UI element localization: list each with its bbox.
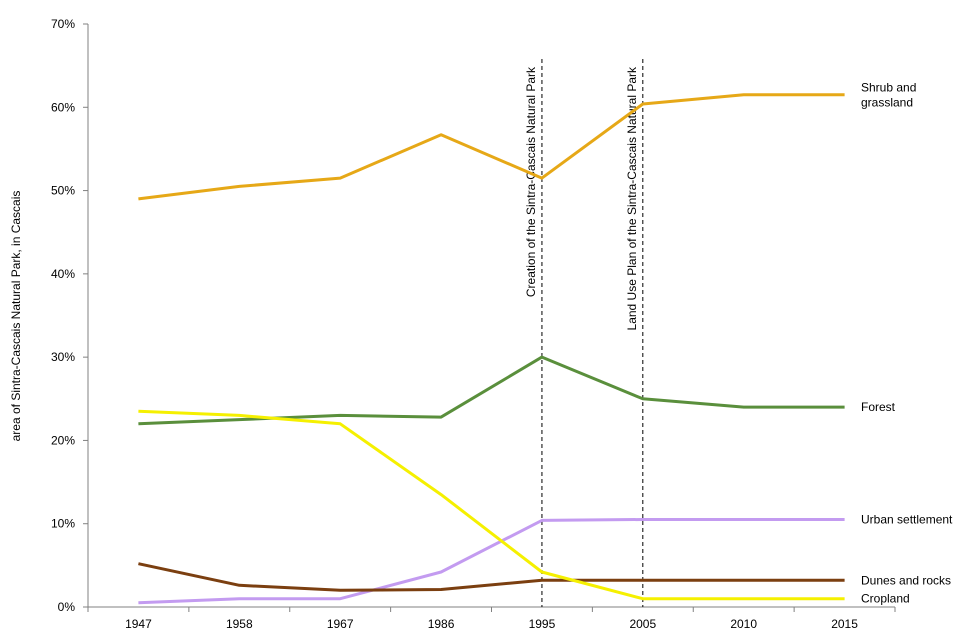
- series-line: [138, 409, 845, 601]
- y-tick-label: 20%: [51, 433, 75, 447]
- series-line: [138, 355, 845, 426]
- y-tick-label: 60%: [51, 100, 75, 114]
- annotation-label: Land Use Plan of the Sintra-Cascais Natu…: [625, 66, 639, 330]
- x-tick-label: 1967: [327, 617, 354, 631]
- x-tick-label: 1947: [125, 617, 152, 631]
- series-label: Shrub and grassland: [861, 80, 916, 109]
- y-tick-label: 50%: [51, 184, 75, 198]
- series-line: [138, 518, 845, 605]
- tick-labels: 0% 10% 20% 30% 40% 50% 60% 70% 1947 1958 1967 1986 1…: [51, 17, 858, 631]
- series-labels: Shrub and grassland Forest Urban settlement…: [861, 80, 953, 605]
- series-lines: [138, 93, 845, 605]
- x-tick-label: 2015: [831, 617, 858, 631]
- annotation-label: Creation of the Sintra-Cascais Natural P…: [524, 66, 538, 297]
- y-axis-label: area of Sintra-Cascais Natural Park, in …: [9, 191, 23, 442]
- annotations: Creation of the Sintra-Cascais Natural P…: [524, 59, 644, 607]
- y-tick-label: 70%: [51, 17, 75, 31]
- y-tick-label: 30%: [51, 350, 75, 364]
- x-tick-label: 1995: [529, 617, 556, 631]
- y-tick-label: 40%: [51, 267, 75, 281]
- series-label: Urban settlement: [861, 513, 953, 527]
- series-line: [138, 562, 845, 592]
- series-line: [138, 93, 845, 201]
- series-label: Forest: [861, 400, 896, 414]
- x-tick-label: 1958: [226, 617, 253, 631]
- series-label: Cropland: [861, 592, 910, 606]
- x-tick-label: 2010: [730, 617, 757, 631]
- x-tick-label: 1986: [428, 617, 455, 631]
- axes: [83, 23, 896, 612]
- y-tick-label: 10%: [51, 517, 75, 531]
- x-tick-label: 2005: [629, 617, 656, 631]
- series-label: Dunes and rocks: [861, 573, 951, 587]
- y-tick-label: 0%: [58, 600, 76, 614]
